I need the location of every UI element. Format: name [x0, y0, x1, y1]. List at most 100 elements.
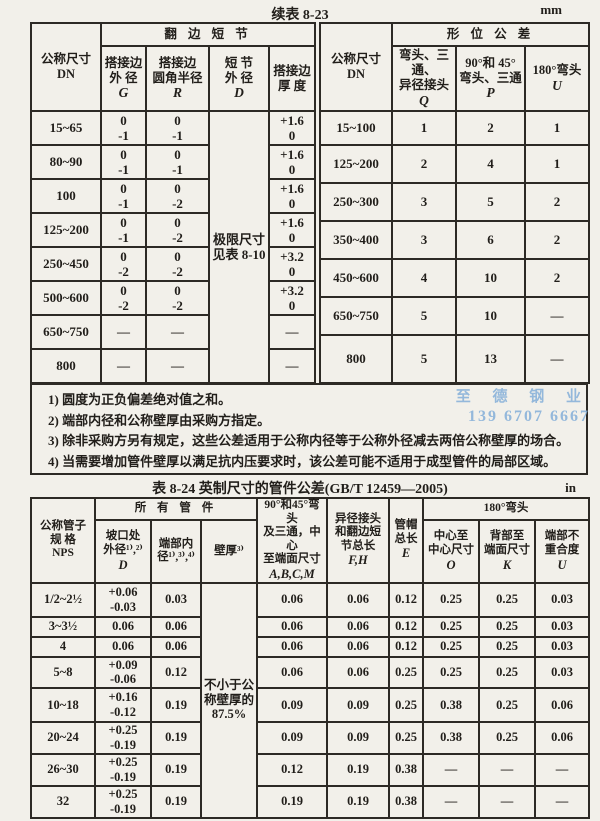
data-cell: 2	[455, 110, 526, 146]
table-row: 450~600 4 10 2	[319, 258, 591, 298]
data-cell: 0.12	[388, 615, 424, 638]
data-cell: 0.19	[150, 784, 202, 819]
data-cell: —	[478, 752, 536, 787]
table-row: 350~400 3 6 2	[319, 220, 591, 260]
header-end-id: 端部内 径¹⁾,³⁾,⁴⁾	[150, 519, 202, 584]
data-cell: 0.25	[388, 655, 424, 690]
data-cell: 0 -2	[100, 280, 147, 316]
data-cell: 0.03	[533, 581, 591, 618]
data-cell: 0.38	[388, 784, 424, 819]
header-abcm: 90°和45°弯头 及三通，中心 至端面尺寸 A,B,C,M	[256, 497, 328, 584]
header-group-180-elbow: 180°弯头	[421, 496, 591, 522]
data-cell: 3	[391, 182, 457, 222]
data-cell: 0.25	[422, 615, 480, 638]
data-cell: 800	[319, 334, 393, 384]
data-cell: +0.16 -0.12	[94, 687, 152, 724]
data-cell: 0.25	[478, 615, 536, 638]
table-row: 3~3½ 0.06 0.06 0.06 0.06 0.12 0.25 0.25 0.03	[30, 615, 591, 638]
data-cell: 0.12	[388, 581, 424, 618]
data-cell: +0.06 -0.03	[94, 581, 152, 618]
data-cell: —	[100, 348, 147, 384]
data-cell: —	[478, 784, 536, 819]
data-cell: 0.25	[478, 687, 536, 724]
data-cell: 0.12	[150, 655, 202, 690]
data-cell: 0.09	[256, 721, 328, 755]
table-row: 4 0.06 0.06 0.06 0.06 0.12 0.25 0.25 0.03	[30, 635, 591, 658]
data-cell: +0.25 -0.19	[94, 784, 152, 819]
data-cell: +0.25 -0.19	[94, 752, 152, 787]
notes-box: 1) 圆度为正负偏差绝对值之和。 2) 端部内径和公称壁厚由采购方指定。 3) …	[30, 383, 588, 475]
note-line: 4) 当需要增加管件壁厚以满足抗内压要求时，该公差可能不适用于成型管件的局部区域…	[48, 453, 557, 469]
table-row: 公称尺寸 DN 翻 边 短 节	[30, 22, 317, 112]
data-cell: 80~90	[30, 144, 102, 180]
data-cell: 0.19	[326, 784, 390, 819]
table-row: 公称管子 规 格 NPS 所 有 管 件 90°和45°弯头 及三通，中心 至端…	[30, 496, 591, 584]
data-cell: 0.06	[326, 655, 390, 690]
data-cell: 2	[391, 144, 457, 184]
data-cell: 0.12	[388, 635, 424, 658]
table-row: 125~200 0 -1 0 -2 +1.6 0	[30, 212, 317, 248]
data-cell: 0.25	[478, 581, 536, 618]
table-row: 250~450 0 -2 0 -2 +3.2 0	[30, 246, 317, 282]
data-cell: 2	[523, 258, 591, 298]
data-cell: 650~750	[30, 314, 102, 350]
data-cell: —	[267, 348, 317, 384]
data-cell: +1.6 0	[267, 212, 317, 248]
data-cell: 20~24	[30, 721, 96, 755]
caption-continued-table: 续表 8-23	[271, 8, 329, 23]
data-cell: —	[267, 314, 317, 350]
data-cell: 0.25	[478, 721, 536, 755]
data-cell: —	[422, 784, 480, 819]
data-cell: 0.06	[256, 635, 328, 658]
data-cell: 6	[455, 220, 526, 260]
data-cell: 0 -2	[145, 246, 210, 282]
data-cell: —	[100, 314, 147, 350]
data-cell: 0 -2	[145, 212, 210, 248]
header-e: 管帽 总长 E	[388, 497, 424, 584]
data-cell: 0.03	[150, 581, 202, 618]
unit-label-mm: mm	[540, 2, 562, 17]
data-cell: 1	[523, 110, 591, 146]
data-cell: 800	[30, 348, 102, 384]
data-cell: 0.38	[422, 721, 480, 755]
table-row: 1/2~2½ +0.06 -0.03 0.03 不小于公 称壁厚的 87.5% 0.06…	[30, 581, 591, 819]
data-cell: +1.6 0	[267, 178, 317, 214]
data-cell: 13	[455, 334, 526, 384]
data-cell: 0.06	[150, 635, 202, 658]
data-cell: 15~65	[30, 110, 102, 146]
data-cell: 0.06	[256, 615, 328, 638]
note-line: 3) 除非采购方另有规定，这些公差适用于公称内径等于公称外径减去两倍公称壁厚的场…	[48, 433, 570, 448]
data-cell: —	[523, 334, 591, 384]
header-group-all-fittings: 所 有 管 件	[94, 496, 258, 522]
data-cell: 0 -2	[145, 280, 210, 316]
data-cell: 0.03	[533, 635, 591, 658]
header-dn: 公称尺寸 DN	[319, 22, 393, 112]
data-cell: 3	[391, 220, 457, 260]
data-cell: +0.25 -0.19	[94, 721, 152, 755]
data-cell: 0 -2	[145, 178, 210, 214]
table-row: 公称尺寸 DN 形 位 公 差	[319, 22, 591, 112]
table-row: 250~300 3 5 2	[319, 182, 591, 222]
data-cell: 250~450	[30, 246, 102, 282]
data-cell: 0.09	[326, 721, 390, 755]
data-cell: 0.03	[533, 655, 591, 690]
data-cell: 2	[523, 182, 591, 222]
header-o: 中心至 中心尺寸 O	[422, 519, 480, 584]
header-group-flange: 翻 边 短 节	[99, 22, 317, 47]
data-cell: 10	[455, 296, 526, 336]
table-row: 弯头、三通、 异径接头 Q 90°和 45° 弯头、三通 P 180°弯头 U	[320, 45, 591, 112]
data-cell: 0.06	[326, 635, 390, 658]
header-group-form-tolerance: 形 位 公 差	[390, 22, 591, 47]
data-cell: 3~3½	[30, 615, 96, 638]
data-cell: 0.06	[94, 615, 152, 638]
data-cell: 0.06	[150, 615, 202, 638]
data-cell: +3.2 0	[267, 280, 317, 316]
note-line: 2) 端部内径和公称壁厚由采购方指定。	[48, 412, 271, 428]
table-row: 15~100 1 2 1	[319, 110, 591, 146]
table-row: 125~200 2 4 1	[319, 144, 591, 184]
watermark: 至 德 钢 业 139 6707 6667	[456, 388, 590, 426]
data-cell: 500~600	[30, 280, 102, 316]
